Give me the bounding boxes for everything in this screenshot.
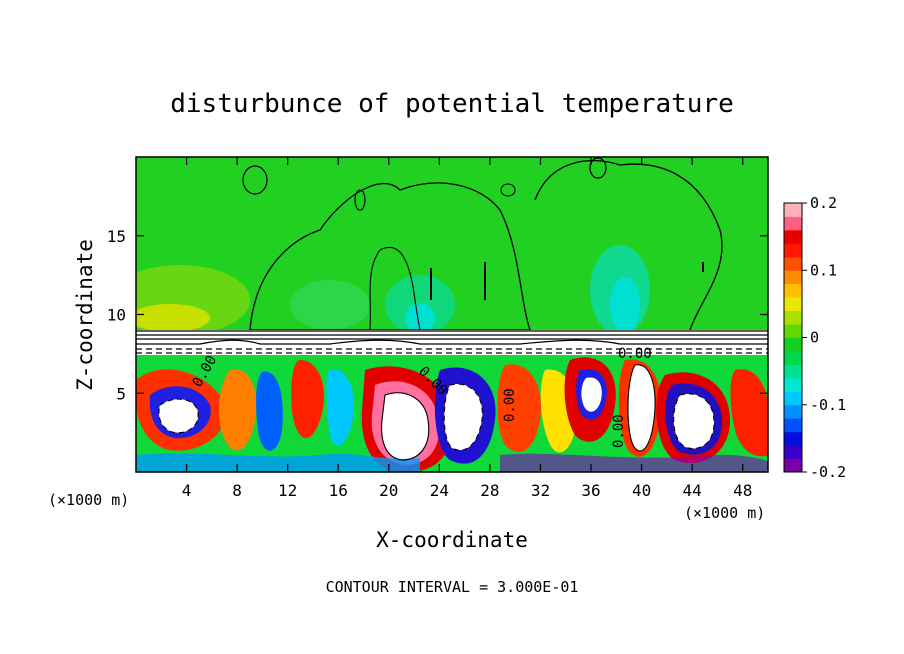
- colorbar-swatch: [784, 310, 802, 325]
- contour-label: 0.00: [502, 388, 518, 422]
- y-axis-label: Z-coordinate: [73, 239, 97, 391]
- x-tick-label: 12: [278, 481, 297, 500]
- colorbar-swatch: [784, 431, 802, 446]
- colorbar-swatch: [784, 243, 802, 258]
- colorbar-tick-label: -0.2: [810, 463, 846, 481]
- x-unit-label-right: (×1000 m): [684, 504, 765, 522]
- boundary-stripes: [136, 330, 768, 354]
- x-axis: 4 8 12 16 20 24 28 32 36 40 44 48: [182, 157, 752, 500]
- contour-interval-label: CONTOUR INTERVAL = 3.000E-01: [326, 578, 579, 596]
- colorbar-swatch: [784, 256, 802, 271]
- colorbar-swatch: [784, 445, 802, 460]
- colorbar-swatch: [784, 216, 802, 231]
- plot-field: [136, 157, 768, 472]
- colorbar-swatch: [784, 283, 802, 298]
- colorbar-swatch: [784, 337, 802, 352]
- colorbar-swatch: [784, 458, 802, 473]
- y-tick-label: 10: [107, 306, 126, 325]
- colorbar-swatch: [784, 203, 802, 217]
- x-axis-label: X-coordinate: [376, 528, 528, 552]
- colorbar: 0.2 0.1 0 -0.1 -0.2: [783, 194, 846, 481]
- x-unit-label-left: (×1000 m): [48, 491, 129, 509]
- x-tick-label: 40: [632, 481, 651, 500]
- colorbar-swatch: [784, 229, 802, 244]
- contour-label: 0.00: [618, 346, 652, 362]
- x-tick-label: 20: [379, 481, 398, 500]
- colorbar-tick-label: 0.1: [810, 261, 837, 279]
- x-tick-label: 44: [683, 481, 702, 500]
- colorbar-tick-label: 0: [810, 329, 819, 347]
- colorbar-swatch: [784, 377, 802, 392]
- chart-title: disturbunce of potential temperature: [170, 89, 734, 119]
- y-tick-label: 15: [107, 227, 126, 246]
- colorbar-swatch: [784, 324, 802, 338]
- x-tick-label: 8: [232, 481, 242, 500]
- x-tick-label: 4: [182, 481, 192, 500]
- colorbar-swatch: [784, 297, 802, 312]
- y-axis: 5 10 15: [107, 227, 768, 403]
- colorbar-swatch: [784, 418, 802, 433]
- colorbar-swatch: [784, 350, 802, 365]
- x-tick-label: 32: [531, 481, 550, 500]
- colorbar-swatch: [784, 364, 802, 379]
- contour-label: 0.00: [611, 414, 627, 448]
- y-tick-label: 5: [116, 384, 126, 403]
- x-tick-label: 48: [733, 481, 752, 500]
- lower-anomalies: [136, 355, 768, 472]
- x-tick-label: 36: [581, 481, 600, 500]
- x-tick-label: 16: [329, 481, 348, 500]
- colorbar-tick-label: -0.1: [810, 396, 846, 414]
- x-tick-label: 28: [480, 481, 499, 500]
- colorbar-swatch: [784, 391, 802, 406]
- x-tick-label: 24: [430, 481, 449, 500]
- colorbar-swatch: [784, 270, 802, 285]
- colorbar-swatch: [784, 404, 802, 419]
- upper-anomalies: [136, 157, 723, 332]
- colorbar-tick-label: 0.2: [810, 194, 837, 212]
